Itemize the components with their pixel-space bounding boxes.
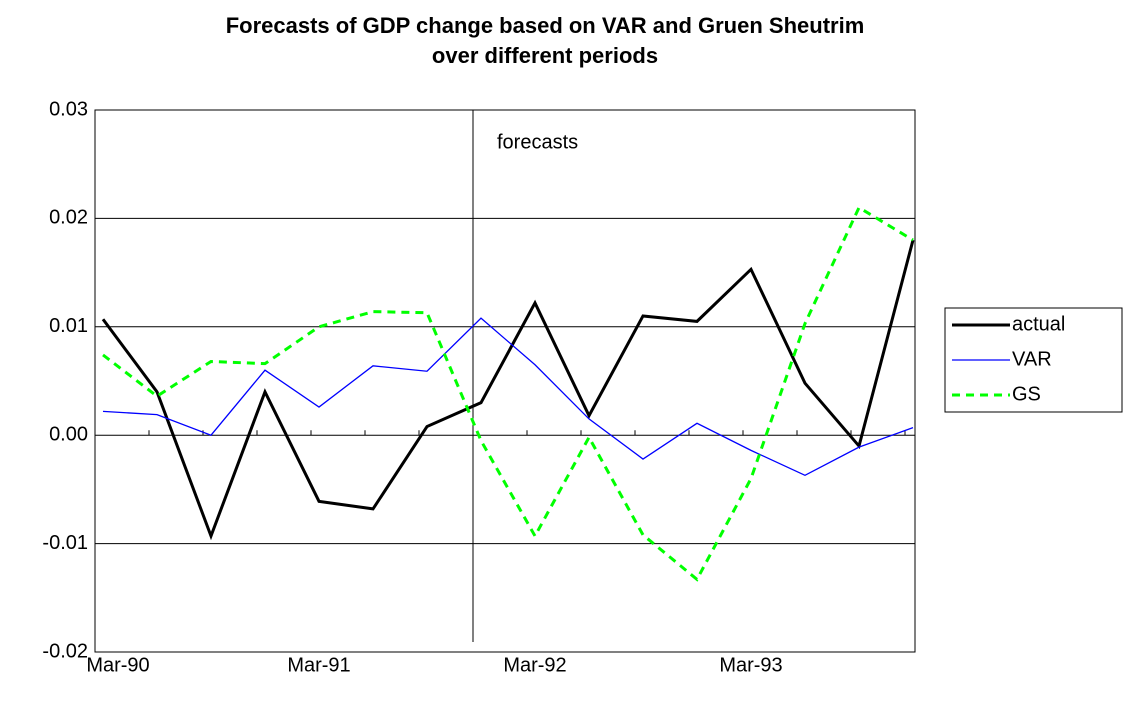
- title-line: over different periods: [432, 43, 658, 68]
- chart-title: Forecasts of GDP change based on VAR and…: [226, 13, 865, 68]
- title-line: Forecasts of GDP change based on VAR and…: [226, 13, 865, 38]
- series-line: [101, 239, 915, 541]
- y-tick-label: 0.02: [49, 207, 88, 229]
- annotation: forecasts: [497, 131, 578, 153]
- legend-label: GS: [1012, 383, 1041, 405]
- series-line: [102, 317, 914, 477]
- y-tick-label: -0.01: [42, 532, 88, 554]
- legend-label: VAR: [1012, 348, 1052, 370]
- plot-area: [94, 109, 916, 653]
- x-tick-label: Mar-91: [287, 654, 350, 676]
- series-line: [102, 205, 914, 582]
- x-tick-label: Mar-90: [86, 654, 149, 676]
- x-tick-label: Mar-93: [719, 654, 782, 676]
- y-tick-label: 0.01: [49, 315, 88, 337]
- y-tick-label: 0.00: [49, 423, 88, 445]
- x-tick-label: Mar-92: [503, 654, 566, 676]
- y-tick-label: 0.03: [49, 98, 88, 120]
- legend-label: actual: [1012, 313, 1065, 335]
- y-tick-label: -0.02: [42, 640, 88, 662]
